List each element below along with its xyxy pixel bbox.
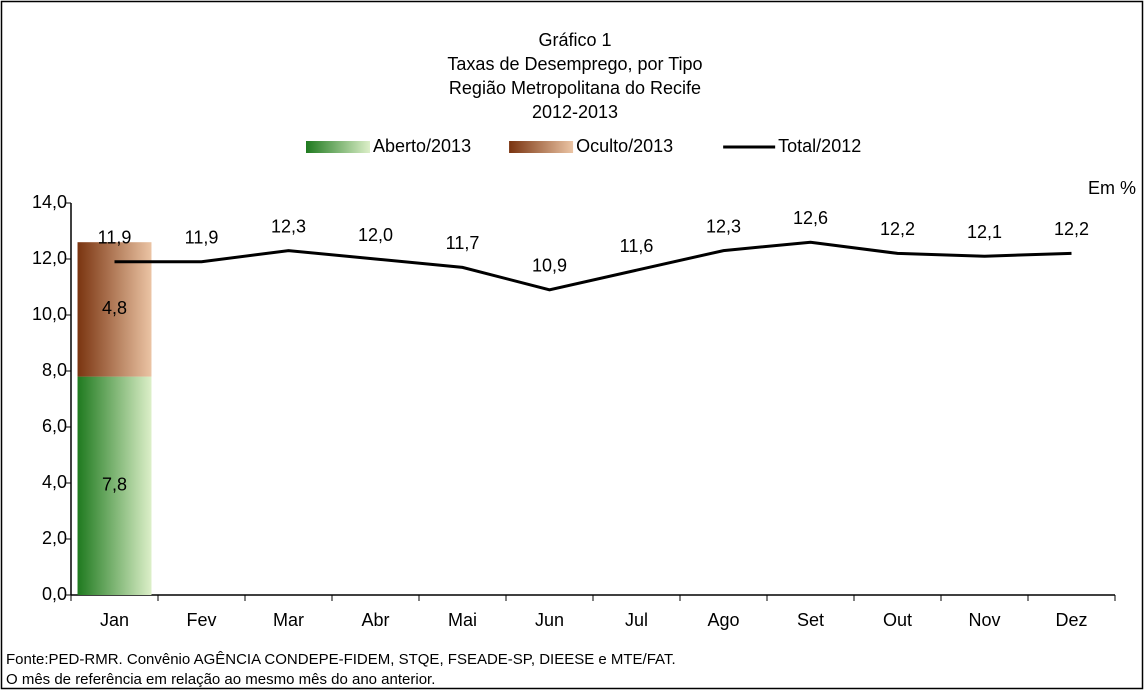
x-tick-label: Jan [100, 610, 129, 630]
x-tick-label: Out [883, 610, 912, 630]
data-label: 10,9 [532, 256, 567, 276]
legend-label: Oculto/2013 [576, 136, 673, 156]
x-tick-label: Mai [448, 610, 477, 630]
data-label: 4,8 [102, 298, 127, 318]
chart-title: Região Metropolitana do Recife [449, 78, 701, 98]
data-label: 12,6 [793, 208, 828, 228]
y-tick-label: 12,0 [32, 248, 67, 268]
footnote: O mês de referência em relação ao mesmo … [6, 671, 435, 688]
y-tick-label: 10,0 [32, 304, 67, 324]
data-label: 12,3 [706, 216, 741, 236]
bar-segment [77, 242, 152, 377]
data-label: 7,8 [102, 475, 127, 495]
data-label: 11,9 [185, 228, 219, 248]
y-tick-label: 6,0 [42, 416, 67, 436]
chart-title: 2012-2013 [532, 102, 618, 122]
x-tick-label: Fev [186, 610, 216, 630]
y-tick-label: 2,0 [42, 528, 67, 548]
x-tick-label: Mar [273, 610, 304, 630]
legend-label: Aberto/2013 [373, 136, 471, 156]
legend-swatch [306, 141, 370, 153]
y-tick-label: 8,0 [42, 360, 67, 380]
footnote: Fonte:PED-RMR. Convênio AGÊNCIA CONDEPE-… [6, 651, 676, 668]
x-tick-label: Jul [625, 610, 648, 630]
data-label: 11,9 [98, 228, 132, 248]
bar-segment [77, 376, 152, 595]
x-tick-label: Dez [1055, 610, 1087, 630]
chart-title: Taxas de Desemprego, por Tipo [447, 54, 702, 74]
y-tick-label: 14,0 [32, 192, 67, 212]
x-tick-label: Ago [707, 610, 739, 630]
data-label: 12,2 [880, 219, 915, 239]
line [114, 240, 1072, 292]
data-label: 11,7 [446, 233, 480, 253]
data-label: 12,1 [967, 222, 1002, 242]
data-label: 12,3 [271, 216, 306, 236]
x-tick-label: Nov [968, 610, 1000, 630]
data-label: 12,2 [1054, 219, 1089, 239]
x-tick-label: Jun [535, 610, 564, 630]
x-tick-label: Abr [361, 610, 389, 630]
data-label: 11,6 [620, 236, 654, 256]
legend-label: Total/2012 [778, 136, 861, 156]
data-label: 12,0 [358, 225, 393, 245]
y-tick-label: 4,0 [42, 472, 67, 492]
legend-swatch [509, 141, 574, 153]
y-tick-label: 0,0 [42, 584, 67, 604]
x-tick-label: Set [797, 610, 824, 630]
unit-label: Em % [1088, 178, 1136, 198]
chart-title: Gráfico 1 [538, 30, 611, 50]
